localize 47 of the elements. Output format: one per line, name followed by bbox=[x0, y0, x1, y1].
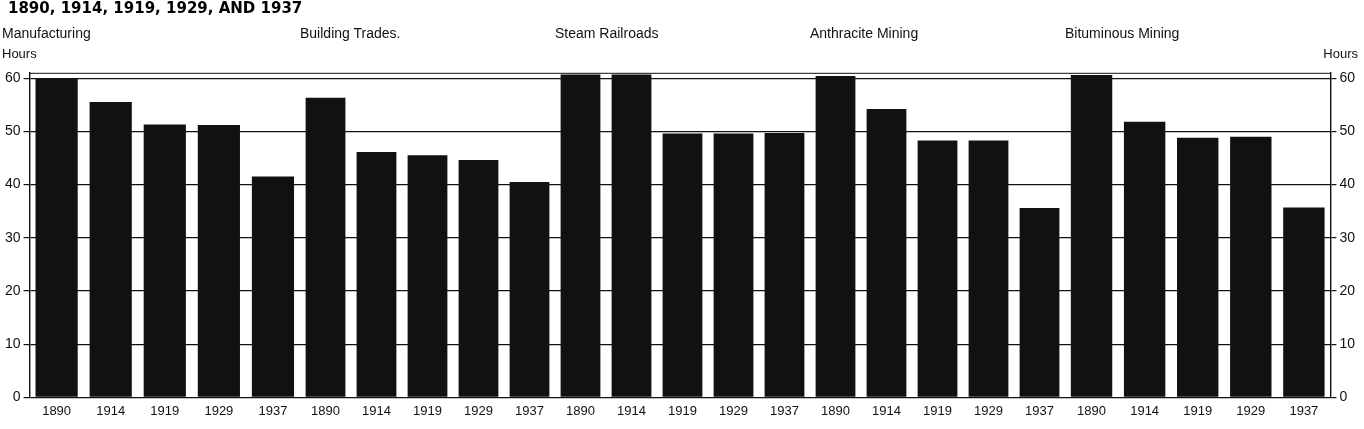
x-tick-label: 1914 bbox=[1130, 402, 1160, 418]
x-tick-label: 1890 bbox=[311, 402, 340, 418]
y2-tick-label: 30 bbox=[1339, 228, 1356, 245]
x-tick-label: 1914 bbox=[617, 402, 646, 418]
y-tick-label: 10 bbox=[4, 335, 21, 352]
x-tick-label: 1919 bbox=[150, 402, 180, 418]
y-tick-label: 60 bbox=[4, 68, 21, 85]
x-tick-label: 1914 bbox=[96, 402, 126, 418]
chart-title: Steam Railroads bbox=[555, 25, 659, 42]
x-tick-label: 1937 bbox=[770, 402, 799, 418]
y-tick-label: 50 bbox=[4, 122, 21, 139]
y-tick-label: 0 bbox=[12, 388, 21, 405]
y-axis-title: Hours bbox=[2, 45, 38, 61]
text: 1890, 1914, 1919, 1929, AND 1937 bbox=[8, 0, 303, 17]
chart-title: Building Trades. bbox=[300, 25, 401, 42]
x-tick-label: 1937 bbox=[1289, 402, 1319, 418]
y-tick-label: 40 bbox=[4, 175, 21, 192]
x-tick-label: 1937 bbox=[258, 402, 288, 418]
x-tick-label: 1929 bbox=[204, 402, 234, 418]
x-tick-label: 1919 bbox=[668, 402, 697, 418]
chart-title: Manufacturing bbox=[2, 25, 91, 42]
x-tick-label: 1919 bbox=[413, 402, 442, 418]
chart-title: Anthracite Mining bbox=[810, 25, 919, 42]
x-tick-label: 1914 bbox=[362, 402, 391, 418]
y2-tick-label: 60 bbox=[1339, 68, 1356, 85]
x-tick-label: 1929 bbox=[719, 402, 748, 418]
x-tick-label: 1919 bbox=[1183, 402, 1213, 418]
chart-title: Bituminous Mining bbox=[1065, 25, 1180, 42]
y2-tick-label: 0 bbox=[1339, 388, 1348, 405]
x-tick-label: 1929 bbox=[464, 402, 493, 418]
y-tick-label: 30 bbox=[4, 228, 21, 245]
x-tick-label: 1914 bbox=[872, 402, 901, 418]
x-tick-label: 1937 bbox=[1025, 402, 1054, 418]
x-tick-label: 1890 bbox=[42, 402, 72, 418]
y-tick-label: 20 bbox=[4, 281, 21, 298]
x-tick-label: 1890 bbox=[1077, 402, 1106, 418]
y2-tick-label: 20 bbox=[1339, 281, 1356, 298]
y2-axis-title: Hours bbox=[1323, 45, 1359, 61]
y2-tick-label: 10 bbox=[1339, 335, 1356, 352]
x-tick-label: 1929 bbox=[1236, 402, 1266, 418]
y2-tick-label: 40 bbox=[1339, 175, 1356, 192]
x-tick-label: 1919 bbox=[923, 402, 952, 418]
x-tick-label: 1890 bbox=[821, 402, 850, 418]
x-tick-label: 1890 bbox=[566, 402, 595, 418]
x-tick-label: 1937 bbox=[515, 402, 544, 418]
y2-tick-label: 50 bbox=[1339, 122, 1356, 139]
x-tick-label: 1929 bbox=[974, 402, 1003, 418]
